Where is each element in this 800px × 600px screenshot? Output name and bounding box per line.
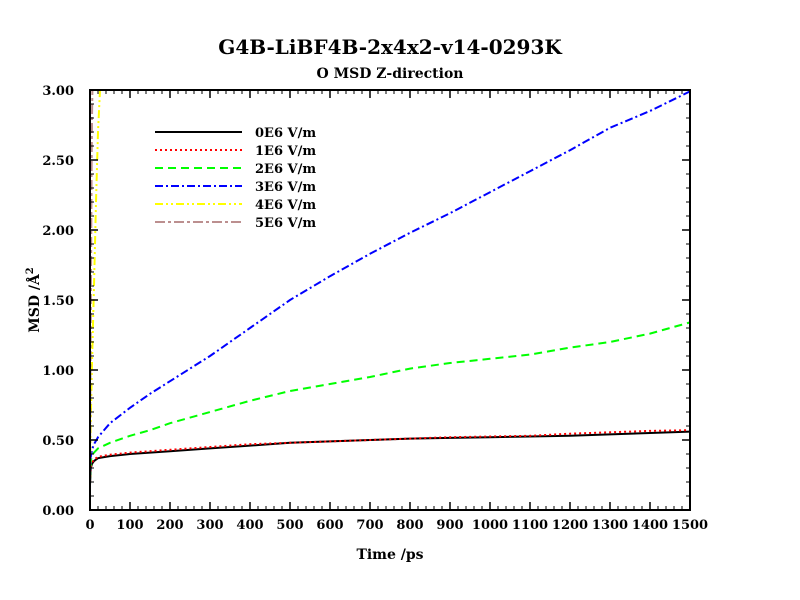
x-tick-label: 600 (316, 518, 343, 533)
chart-title: G4B-LiBF4B-2x4x2-v14-0293K (218, 35, 562, 59)
x-tick-label: 700 (356, 518, 383, 533)
legend-label: 2E6 V/m (255, 162, 316, 177)
legend-label: 4E6 V/m (255, 198, 316, 213)
x-tick-label: 1500 (672, 518, 708, 533)
x-tick-label: 800 (396, 518, 423, 533)
y-axis-label: MSD /Å2 (25, 267, 43, 333)
x-tick-label: 1100 (512, 518, 548, 533)
legend-label: 0E6 V/m (255, 126, 316, 141)
chart-subtitle: O MSD Z-direction (317, 66, 464, 82)
plot-frame (89, 89, 691, 511)
y-tick-label: 2.00 (42, 224, 74, 239)
x-axis-ticks: 0 100 200 300 400 500 600 700 800 900 1000 1100 1200… (85, 90, 708, 533)
y-axis-ticks: 0.00 0.50 1.00 1.50 2.00 2.50 3.00 (42, 84, 690, 519)
x-tick-label: 0 (85, 518, 94, 533)
y-tick-label: 3.00 (42, 84, 74, 99)
x-tick-label: 1400 (632, 518, 668, 533)
x-tick-label: 900 (436, 518, 463, 533)
y-tick-label: 0.00 (42, 504, 74, 519)
y-axis-label-text: MSD /Å (25, 273, 43, 333)
y-tick-label: 2.50 (42, 154, 74, 169)
x-axis-label: Time /ps (356, 547, 423, 563)
series-line-3 (90, 90, 690, 476)
x-tick-label: 100 (116, 518, 143, 533)
y-tick-label: 1.50 (42, 294, 74, 309)
x-tick-label: 300 (196, 518, 223, 533)
x-tick-label: 200 (156, 518, 183, 533)
series-line-1 (90, 429, 690, 483)
x-tick-label: 1300 (592, 518, 628, 533)
legend-label: 5E6 V/m (255, 216, 316, 231)
legend-label: 1E6 V/m (255, 144, 316, 159)
y-axis-label-superscript: 2 (25, 267, 36, 274)
legend-label: 3E6 V/m (255, 180, 316, 195)
y-tick-label: 1.00 (42, 364, 74, 379)
y-tick-label: 0.50 (42, 434, 74, 449)
x-tick-label: 500 (276, 518, 303, 533)
x-tick-label: 400 (236, 518, 263, 533)
x-tick-label: 1000 (472, 518, 508, 533)
x-tick-label: 1200 (552, 518, 588, 533)
legend: 0E6 V/m 1E6 V/m 2E6 V/m 3E6 V/m 4E6 V/m 5E6 V… (155, 126, 316, 231)
series-line-2 (90, 321, 690, 480)
